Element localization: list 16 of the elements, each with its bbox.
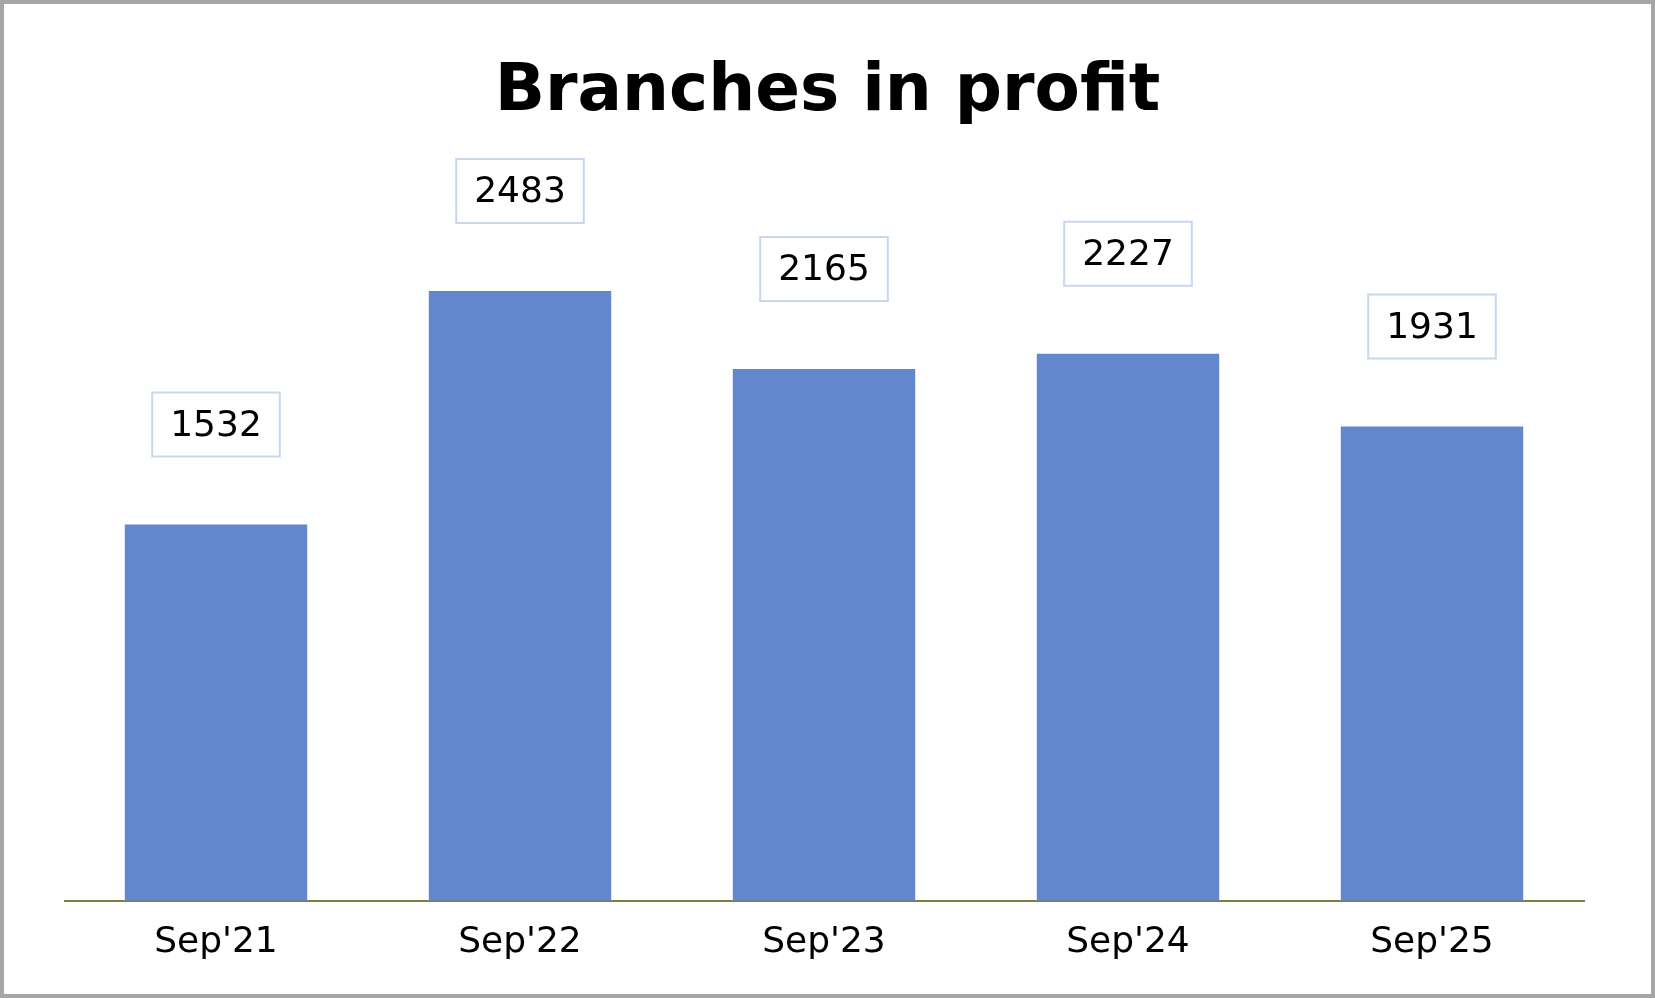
x-tick-label: Sep'21	[154, 918, 278, 960]
data-label: 1532	[170, 402, 262, 444]
x-tick-label: Sep'22	[458, 918, 582, 960]
chart-title: Branches in profit	[493, 49, 1162, 126]
data-label: 2483	[474, 169, 566, 211]
x-tick-label: Sep'25	[1370, 918, 1494, 960]
bar	[1036, 353, 1220, 901]
data-label: 2165	[778, 247, 870, 289]
bar	[1340, 426, 1524, 901]
bar	[428, 290, 612, 901]
x-tick-label: Sep'24	[1066, 918, 1190, 960]
bar	[732, 369, 916, 901]
x-tick-label: Sep'23	[762, 918, 886, 960]
data-label: 1931	[1386, 304, 1478, 346]
bar	[124, 524, 308, 901]
data-label: 2227	[1082, 232, 1174, 274]
